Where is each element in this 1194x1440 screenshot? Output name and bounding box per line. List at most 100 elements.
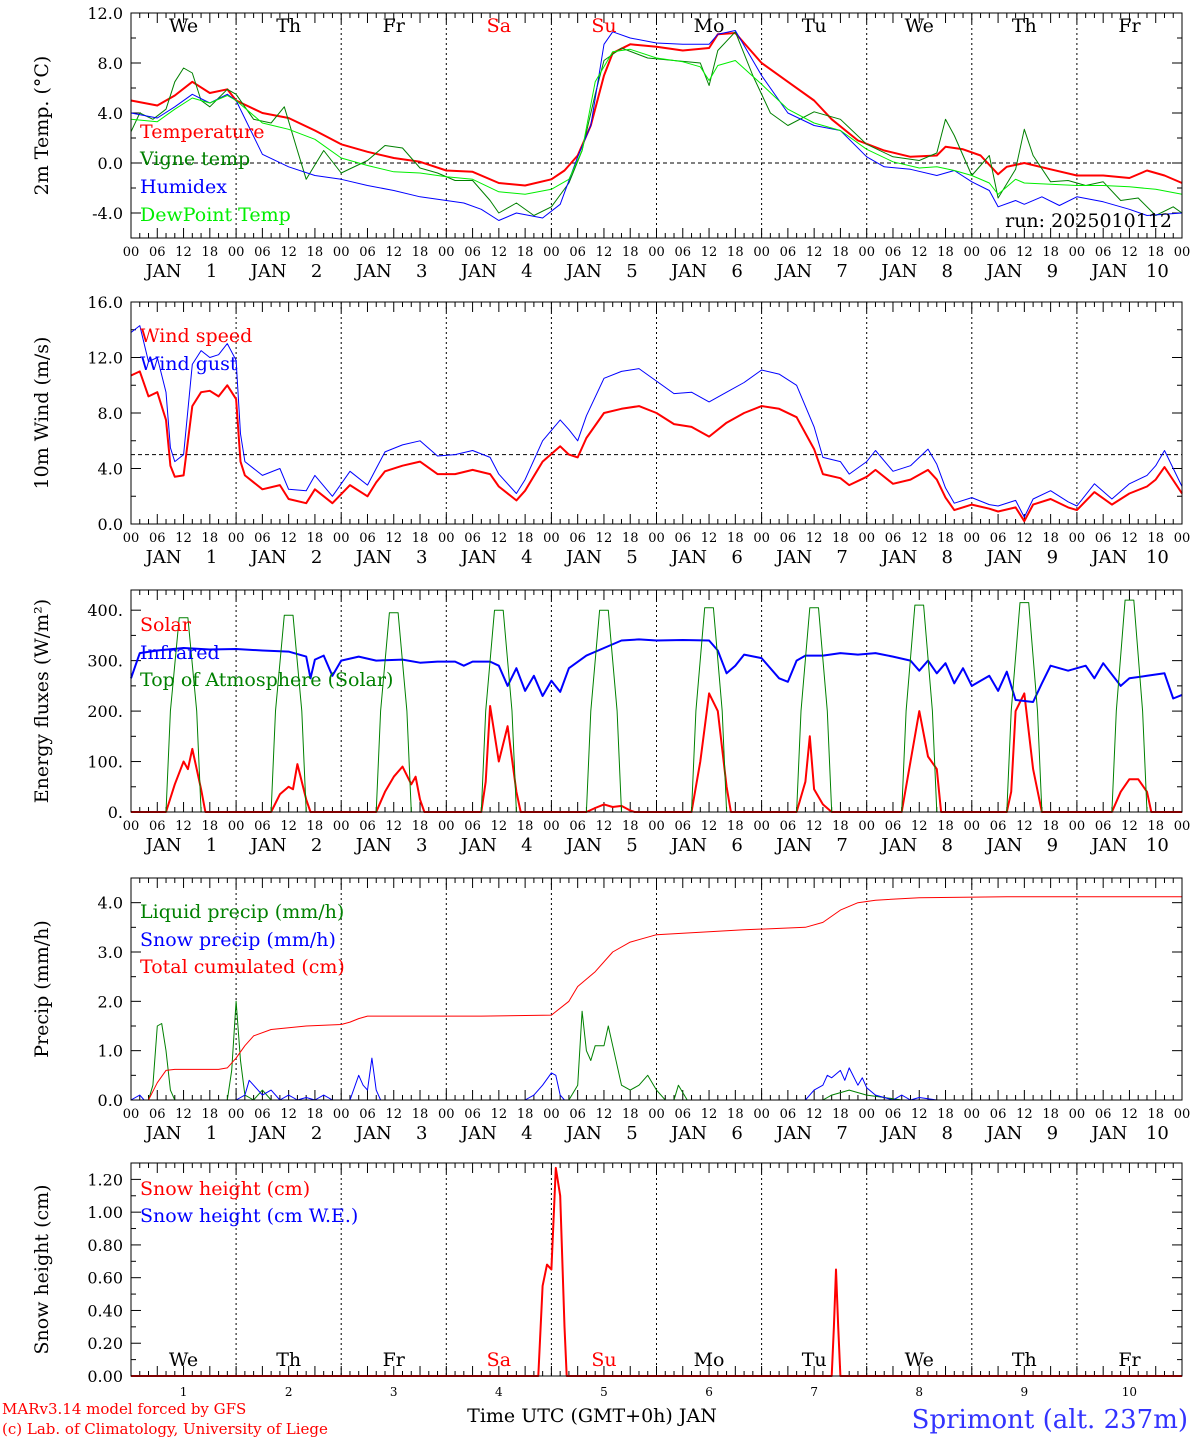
hour-tick-label: 06: [359, 1107, 376, 1122]
month-label: JAN: [984, 1123, 1022, 1144]
weekday-label: Su: [591, 15, 616, 37]
panel-1: -4.0 0.0 4.0 8.0 12.0 2m Temp. (°C) Temperatur…: [31, 4, 1190, 282]
month-label: JAN: [1089, 835, 1127, 856]
legend-entry: Infrared: [140, 642, 220, 664]
month-label: JAN: [354, 547, 392, 568]
hour-tick-label: 00: [543, 531, 560, 546]
hour-tick-label: 00: [1174, 531, 1191, 546]
hour-tick-label: 00: [543, 819, 560, 834]
series-line-snow-precip-mm-h-: [130, 1057, 1182, 1101]
hour-tick-label: 18: [517, 1107, 534, 1122]
hour-tick-label: 00: [648, 245, 665, 260]
day-number-label: 6: [731, 835, 742, 856]
panel-5: 0.00 0.20 0.40 0.60 0.80 1.00 1.20 Snow height …: [31, 1162, 1183, 1427]
day-number-label: 2: [311, 547, 322, 568]
day-number-label: 4: [521, 261, 532, 282]
hour-tick-label: 00: [333, 531, 350, 546]
month-label: JAN: [249, 261, 287, 282]
hour-tick-label: 06: [675, 531, 692, 546]
month-label: JAN: [1089, 261, 1127, 282]
weekday-label: We: [905, 15, 934, 37]
hour-tick-label: 18: [1042, 819, 1059, 834]
hour-tick-label: 18: [412, 1107, 429, 1122]
panel-2: 0.0 4.0 8.0 12.0 16.0 10m Wind (m/s) Wind spee…: [31, 293, 1190, 568]
hour-tick-label: 00: [543, 245, 560, 260]
y-tick-label: 0.0: [98, 515, 123, 534]
hour-tick-label: 06: [675, 819, 692, 834]
month-label: JAN: [144, 835, 182, 856]
day-number-label: 1: [180, 1385, 188, 1399]
weekday-label: Sa: [487, 1349, 511, 1371]
y-axis-title: Energy fluxes (W/m²): [31, 599, 53, 803]
y-tick-label: 12.0: [87, 349, 123, 368]
plot-frame: [130, 1162, 1183, 1377]
hour-tick-label: 12: [491, 531, 508, 546]
hour-tick-label: 06: [464, 1107, 481, 1122]
weekday-label: Th: [276, 15, 301, 37]
y-axis-title: Snow height (cm): [31, 1184, 53, 1354]
series-line-liquid-precip-mm-h-: [131, 1000, 1182, 1101]
y-tick-label: 4.0: [98, 894, 123, 913]
legend-entry: Wind gust: [140, 353, 238, 375]
model-credit: MARv3.14 model forced by GFS: [2, 1400, 246, 1418]
day-number-label: 1: [206, 835, 217, 856]
weekday-label: Th: [1012, 1349, 1037, 1371]
hour-tick-label: 12: [701, 819, 718, 834]
hour-tick-label: 06: [359, 819, 376, 834]
hour-tick-label: 00: [123, 1107, 140, 1122]
hour-tick-label: 12: [1121, 245, 1138, 260]
month-label: JAN: [459, 1123, 497, 1144]
y-tick-label: 8.0: [98, 404, 123, 423]
month-label: JAN: [564, 261, 602, 282]
month-label: JAN: [669, 835, 707, 856]
hour-tick-label: 12: [806, 1107, 823, 1122]
hour-tick-label: 00: [228, 531, 245, 546]
y-tick-label: 0.20: [87, 1334, 123, 1353]
hour-tick-label: 06: [885, 245, 902, 260]
month-label: JAN: [669, 261, 707, 282]
hour-tick-label: 00: [1069, 819, 1086, 834]
day-number-label: 4: [521, 835, 532, 856]
run-label: run: 2025010112: [1005, 210, 1172, 232]
hour-tick-label: 06: [569, 531, 586, 546]
weekday-label: Fr: [1118, 15, 1141, 37]
y-tick-label: 0.0: [98, 1091, 123, 1110]
hour-tick-label: 12: [385, 1107, 402, 1122]
hour-tick-label: 00: [964, 531, 981, 546]
hour-tick-label: 18: [622, 531, 639, 546]
month-label: JAN: [774, 261, 812, 282]
weekday-label: We: [169, 1349, 198, 1371]
legend-entry: Snow height (cm W.E.): [140, 1205, 358, 1227]
y-tick-label: -4.0: [92, 204, 123, 223]
hour-tick-label: 12: [596, 819, 613, 834]
hour-tick-label: 18: [622, 819, 639, 834]
day-number-label: 8: [942, 547, 953, 568]
month-label: JAN: [984, 261, 1022, 282]
day-number-label: 5: [626, 547, 637, 568]
month-label: JAN: [669, 547, 707, 568]
weekday-label: Fr: [383, 15, 406, 37]
plot-frame: [130, 877, 1183, 1101]
day-number-label: 2: [285, 1385, 293, 1399]
day-number-label: 1: [206, 1123, 217, 1144]
plot-frame: [130, 589, 1183, 813]
weekday-label: Mo: [694, 15, 725, 37]
hour-tick-label: 00: [858, 1107, 875, 1122]
day-number-label: 8: [942, 835, 953, 856]
hour-tick-label: 12: [280, 245, 297, 260]
month-label: JAN: [1089, 1123, 1127, 1144]
day-number-label: 4: [495, 1385, 503, 1399]
hour-tick-label: 06: [149, 819, 166, 834]
hour-tick-label: 18: [727, 531, 744, 546]
y-tick-label: 1.0: [98, 1042, 123, 1061]
hour-tick-label: 12: [175, 1107, 192, 1122]
hour-tick-label: 12: [596, 1107, 613, 1122]
hour-tick-label: 18: [517, 531, 534, 546]
hour-tick-label: 12: [911, 245, 928, 260]
y-tick-label: 0.80: [87, 1236, 123, 1255]
hour-tick-label: 12: [911, 1107, 928, 1122]
hour-tick-label: 18: [1147, 245, 1164, 260]
hour-tick-label: 06: [149, 531, 166, 546]
month-label: JAN: [879, 1123, 917, 1144]
